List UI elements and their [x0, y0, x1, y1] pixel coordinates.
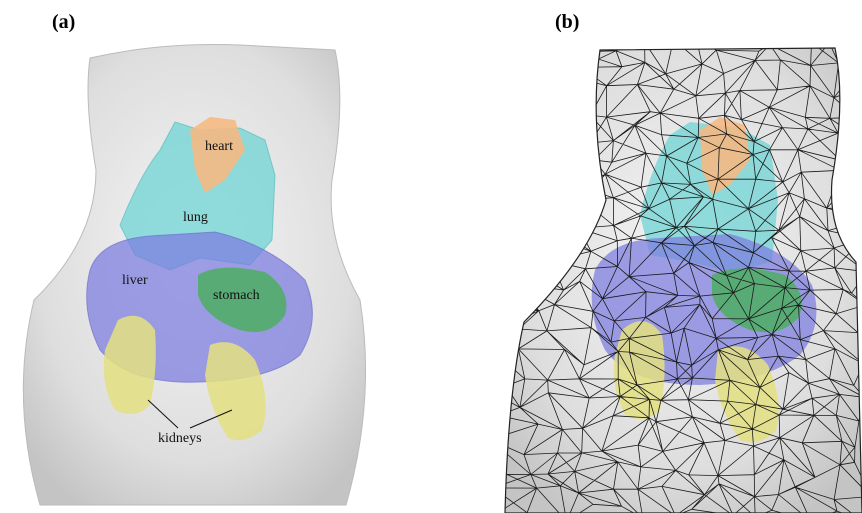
- figure: (a) heart lung liver stomach kidneys (b): [0, 0, 862, 513]
- annotation: lung: [183, 210, 208, 225]
- panel-b: [490, 40, 862, 513]
- annotation: kidneys: [158, 431, 202, 446]
- annotation: stomach: [213, 288, 260, 303]
- panel-label: (b): [555, 11, 579, 33]
- annotation: liver: [122, 273, 148, 288]
- annotation: heart: [205, 139, 233, 154]
- panel-label: (a): [52, 11, 75, 33]
- panel-a: heart lung liver stomach kidneys: [23, 45, 365, 505]
